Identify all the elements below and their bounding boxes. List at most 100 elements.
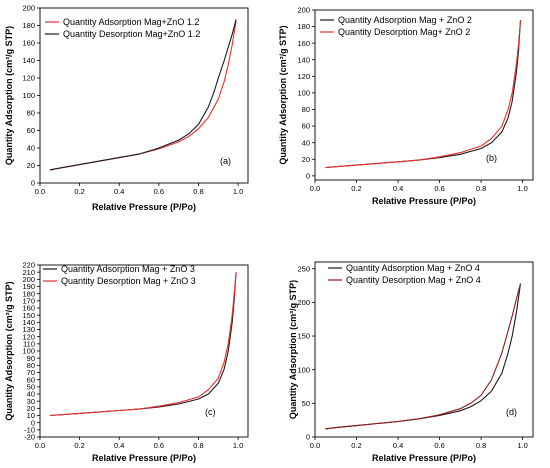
series-line-2 xyxy=(325,19,522,169)
panel-label: (a) xyxy=(220,156,231,166)
legend-entry: Quantity Desorption Mag + ZnO 3 xyxy=(61,276,196,286)
y-axis-label: Quantity Adsorption (cm³/g STP) xyxy=(278,25,288,164)
y-tick-label: 100 xyxy=(22,91,35,100)
plot-frame xyxy=(314,9,534,181)
x-tick-label: 1.0 xyxy=(233,441,243,450)
y-tick-label: 140 xyxy=(297,55,310,64)
panel-label: (c) xyxy=(205,407,216,417)
y-tick-label: 200 xyxy=(22,4,35,13)
y-tick-label: 120 xyxy=(22,332,35,341)
y-tick-label: 0 xyxy=(31,418,35,427)
y-tick-label: 160 xyxy=(22,304,35,313)
series-line-2 xyxy=(49,19,237,171)
y-tick-label: 130 xyxy=(22,325,35,334)
y-tick-label: 220 xyxy=(22,261,35,270)
x-tick-label: 1.0 xyxy=(517,184,527,193)
x-axis-label: Relative Pressure (P/Po) xyxy=(372,453,476,463)
x-tick-label: 0.0 xyxy=(310,184,320,193)
x-tick-label: 0.2 xyxy=(74,441,84,450)
y-tick-label: 40 xyxy=(302,138,310,147)
plot-frame xyxy=(39,264,249,438)
x-tick-label: 1.0 xyxy=(233,187,243,196)
y-tick-label: 120 xyxy=(22,74,35,83)
y-tick-label: 180 xyxy=(22,289,35,298)
y-tick-label: 0 xyxy=(306,433,310,442)
y-tick-label: 180 xyxy=(22,21,35,30)
y-tick-label: 10 xyxy=(27,411,35,420)
x-tick-label: 0.2 xyxy=(351,184,361,193)
y-tick-label: 90 xyxy=(27,354,35,363)
chart-panel-4: 0.0 0.2 0.4 0.6 0.8 1.0 0 50 100 150 200 250 Relativ… xyxy=(288,261,534,463)
y-axis-label: Quantity Adsorption (cm³/g STP) xyxy=(4,281,14,420)
y-tick-label: -10 xyxy=(24,425,35,434)
x-tick-label: 0.2 xyxy=(74,187,84,196)
y-tick-label: 20 xyxy=(302,155,310,164)
x-axis-label: Relative Pressure (P/Po) xyxy=(372,196,476,206)
series-line-1 xyxy=(325,283,522,430)
y-tick-label: 60 xyxy=(27,126,35,135)
y-tick-label: 20 xyxy=(27,404,35,413)
y-tick-label: 190 xyxy=(22,282,35,291)
legend-entry: Quantity Adsorption Mag + ZnO 3 xyxy=(61,264,195,274)
y-tick-label: 40 xyxy=(27,144,35,153)
y-tick-label: 20 xyxy=(27,161,35,170)
y-tick-label: 50 xyxy=(27,382,35,391)
legend: Quantity Adsorption Mag + ZnO 3 Quantity … xyxy=(43,264,196,286)
y-tick-label: 30 xyxy=(27,397,35,406)
x-tick-label: 0.8 xyxy=(193,441,203,450)
y-tick-label: 210 xyxy=(22,268,35,277)
x-tick-label: 0.0 xyxy=(35,187,45,196)
panel-label: (d) xyxy=(506,407,517,417)
chart-panel-1: 0.0 0.2 0.4 0.6 0.8 1.0 0 20 40 60 80 100 120 140 160 1… xyxy=(4,4,249,212)
y-tick-label: 70 xyxy=(27,368,35,377)
x-tick-label: 0.4 xyxy=(114,441,124,450)
y-tick-label: 170 xyxy=(22,296,35,305)
x-tick-label: 1.0 xyxy=(517,441,527,450)
y-axis-label: Quantity Adsorption (cm³/g STP) xyxy=(4,26,14,165)
x-axis-label: Relative Pressure (P/Po) xyxy=(92,453,196,463)
legend-entry: Quantity Adsorption Mag + ZnO 2 xyxy=(338,15,472,25)
y-tick-label: 140 xyxy=(22,318,35,327)
y-tick-label: 140 xyxy=(22,56,35,65)
y-tick-label: 250 xyxy=(297,264,310,273)
legend: Quantity Adsorption Mag + ZnO 4 Quantity … xyxy=(328,263,481,285)
x-tick-label: 0.6 xyxy=(154,187,164,196)
x-tick-label: 0.4 xyxy=(393,184,403,193)
x-tick-label: 0.8 xyxy=(476,184,486,193)
y-tick-label: 110 xyxy=(23,339,35,348)
chart-panel-3: 0.0 0.2 0.4 0.6 0.8 1.0 -20-100102030405060708… xyxy=(4,261,249,463)
y-tick-label: 60 xyxy=(302,122,310,131)
panel-label: (b) xyxy=(486,153,497,163)
y-tick-label: 0 xyxy=(306,171,310,180)
series-line-1 xyxy=(49,21,237,171)
x-tick-label: 0.4 xyxy=(114,187,124,196)
legend-entry: Quantity Desorption Mag+ZnO 1.2 xyxy=(63,29,200,39)
x-tick-label: 0.8 xyxy=(476,441,486,450)
x-tick-label: 0.6 xyxy=(434,184,444,193)
y-tick-label: 160 xyxy=(22,39,35,48)
series-line-1 xyxy=(49,272,237,417)
series-line-2 xyxy=(49,272,237,417)
legend-entry: Quantity Adsorption Mag + ZnO 4 xyxy=(346,263,480,273)
y-tick-label: 100 xyxy=(297,89,310,98)
legend: Quantity Adsorption Mag+ZnO 1.2 Quantity … xyxy=(45,17,200,39)
x-axis-label: Relative Pressure (P/Po) xyxy=(92,202,196,212)
x-tick-label: 0.8 xyxy=(193,187,203,196)
plot-frame xyxy=(314,261,534,438)
y-tick-label: 160 xyxy=(297,39,310,48)
y-tick-label: 60 xyxy=(27,375,35,384)
y-tick-label: 100 xyxy=(297,365,310,374)
y-tick-label: 150 xyxy=(297,332,310,341)
y-tick-label: 50 xyxy=(302,399,310,408)
y-tick-label: 200 xyxy=(22,275,35,284)
y-tick-label: 180 xyxy=(297,22,310,31)
x-tick-label: 0.0 xyxy=(310,441,320,450)
chart-panel-2: 0.0 0.2 0.4 0.6 0.8 1.0 0 20 40 60 80 100 120 140 160 1… xyxy=(278,6,534,206)
y-tick-label: 80 xyxy=(302,105,310,114)
y-tick-label: 150 xyxy=(22,311,35,320)
x-tick-label: 0.6 xyxy=(154,441,164,450)
y-tick-label: 100 xyxy=(22,347,35,356)
legend-entry: Quantity Adsorption Mag+ZnO 1.2 xyxy=(63,17,199,27)
legend-entry: Quantity Desorption Mag+ ZnO 2 xyxy=(338,27,470,37)
